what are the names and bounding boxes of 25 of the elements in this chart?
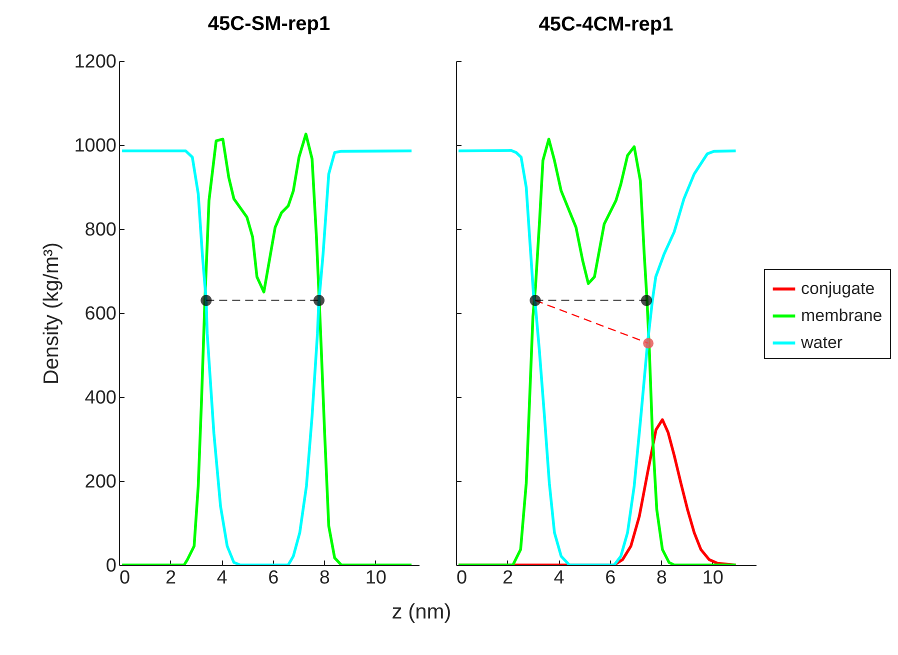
y-axis-title: Density (kg/m³) (40, 242, 64, 385)
legend-label: water (800, 333, 843, 352)
y-tick-label: 800 (84, 220, 116, 240)
y-tick-label: 600 (84, 304, 116, 324)
chart-title: 45C-SM-rep1 (208, 13, 330, 35)
y-tick-label: 200 (84, 472, 116, 492)
x-tick-label: 4 (554, 568, 565, 588)
chart-title: 45C-4CM-rep1 (538, 14, 674, 36)
x-tick-label: 6 (605, 568, 616, 588)
x-tick-label: 6 (268, 568, 279, 588)
legend-label: conjugate (801, 279, 875, 298)
x-tick-label: 10 (702, 568, 724, 588)
y-tick-label: 1000 (74, 136, 116, 156)
y-tick-label: 400 (84, 388, 116, 408)
x-tick-label: 2 (502, 568, 514, 588)
x-tick-label: 0 (456, 568, 468, 588)
x-tick-label: 4 (216, 568, 228, 588)
x-tick-label: 8 (319, 568, 330, 588)
x-tick-label: 10 (365, 568, 386, 588)
x-axis-title: z (nm) (392, 600, 452, 624)
y-tick-label: 1200 (74, 52, 116, 72)
legend-label: membrane (801, 306, 882, 325)
x-tick-label: 8 (656, 568, 667, 588)
x-tick-label: 2 (165, 568, 176, 588)
x-tick-label: 0 (120, 568, 130, 588)
